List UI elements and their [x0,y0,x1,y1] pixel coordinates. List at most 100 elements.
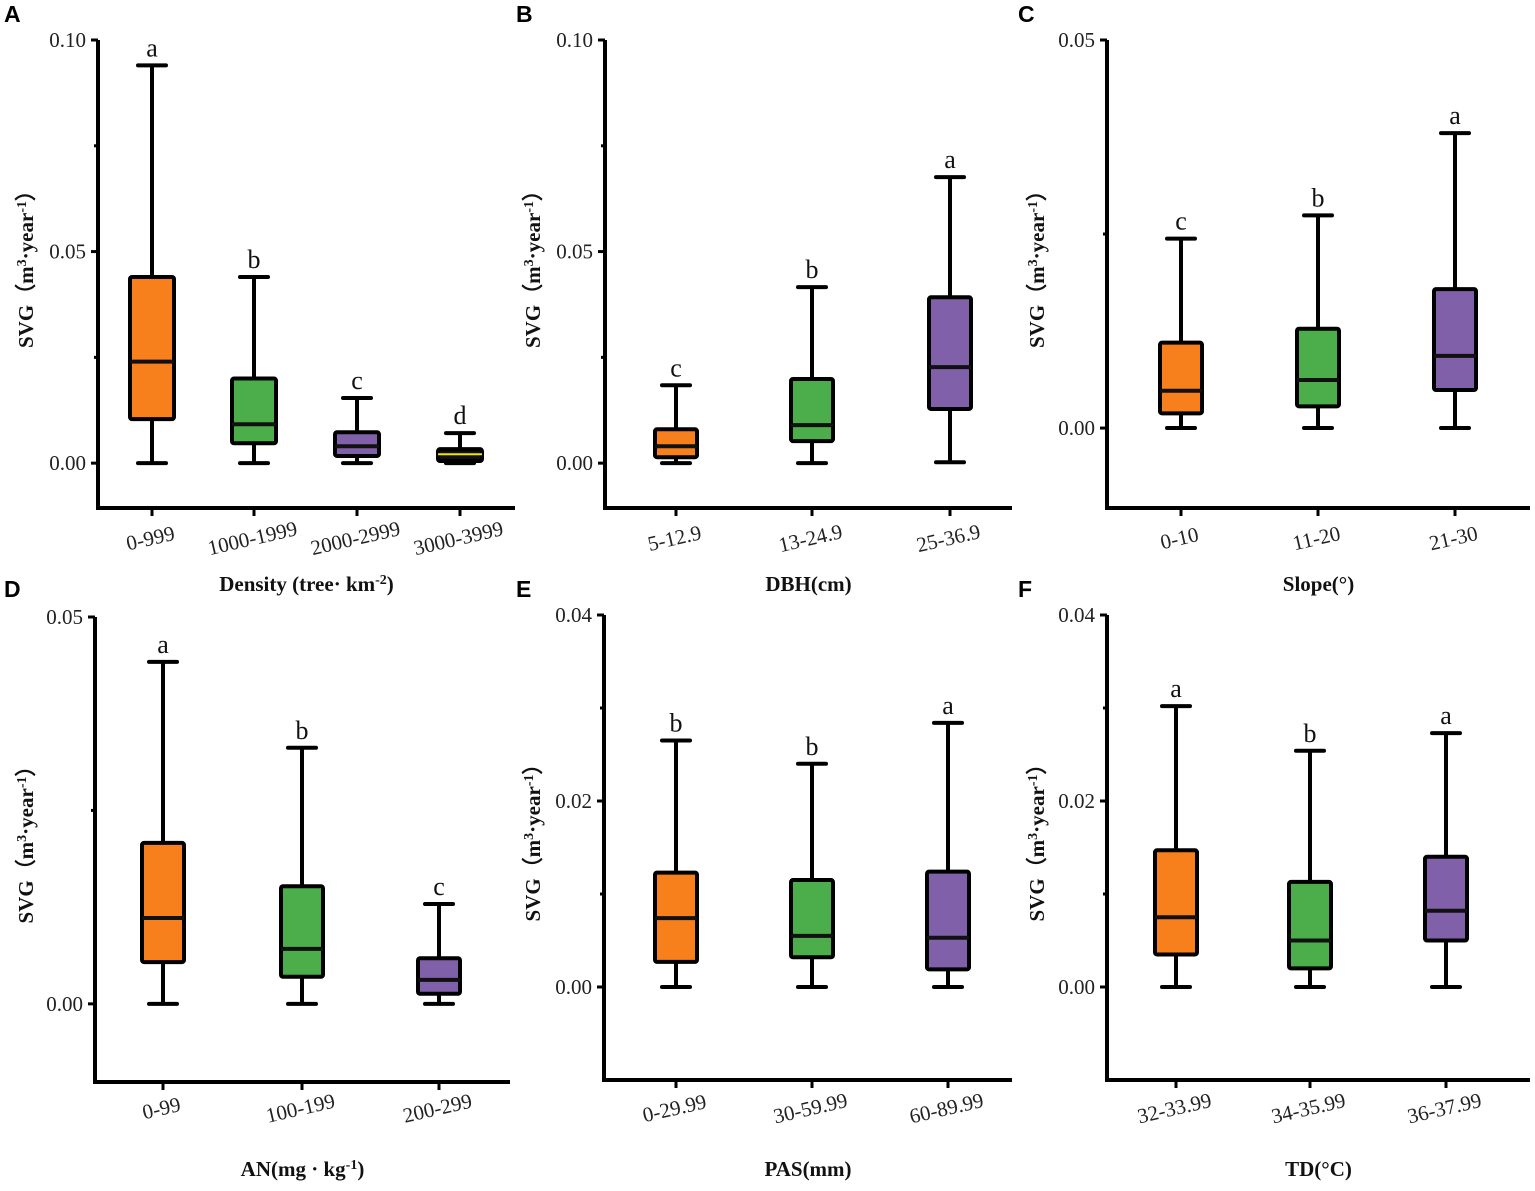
y-tick-label: 0.00 [556,451,593,475]
significance-letter: c [351,366,363,395]
x-tick-label: 1000-1999 [205,516,299,560]
label-segment: ） [14,755,38,776]
significance-letter: c [1175,207,1187,236]
label-segment: SVG（m [14,841,38,923]
label-segment: DBH(cm) [765,572,851,596]
box-iqr [1287,879,1333,971]
y-axis-title: SVG（m3·year-1） [1025,753,1049,921]
significance-letter: b [296,716,309,745]
panel-f: F 0.00 0.02 0.04 SVG（m3·year-1） TD(°C) 32-33.9… [1018,576,1530,1181]
x-tick-label: 36-37.99 [1405,1088,1484,1128]
significance-letter: a [944,145,956,174]
box-iqr [333,430,381,458]
box-iqr [789,376,835,444]
box-0-10: 0-10 c [1158,207,1204,554]
box-iqr [416,956,462,996]
panel-e: E 0.00 0.02 0.04 SVG（m3·year-1） PAS(mm) 0-29.9… [516,576,1012,1181]
superscript: -1 [1026,201,1041,213]
superscript: -1 [15,776,30,788]
superscript: 3 [522,833,537,840]
x-tick-label: 0-29.99 [640,1089,708,1127]
significance-letter: c [433,872,445,901]
significance-letter: c [670,353,682,382]
label-segment: ·year [521,213,545,260]
x-tick-label: 13-24.9 [776,519,844,557]
y-tick-label: 0.00 [46,992,83,1016]
box-iqr [140,840,186,965]
label-segment: SVG（m [1025,266,1049,348]
box-32-33.99: 32-33.99 a [1135,674,1214,1128]
label-segment: Slope(°) [1283,572,1354,596]
significance-letter: b [248,245,261,274]
label-segment: ） [1025,753,1049,774]
y-tick-label: 0.00 [1058,975,1095,999]
y-axis-title: SVG（m3·year-1） [1025,180,1049,348]
box-30-59.99: 30-59.99 b [771,732,850,1129]
x-tick-label: 3000-3999 [411,516,505,560]
label-segment: SVG（m [521,266,545,348]
significance-letter: d [454,401,467,430]
significance-letter: b [806,255,819,284]
significance-letter: a [1449,101,1461,130]
panel-c: C 0.00 0.05 SVG（m3·year-1） Slope(°) 0-10 c 11-2… [1018,1,1530,596]
superscript: 3 [1026,833,1041,840]
x-tick-label: 60-89.99 [907,1088,986,1128]
y-tick-label: 0.04 [555,603,592,627]
label-segment: ) [387,572,394,596]
box-200-299: 200-299 c [401,872,475,1128]
significance-letter: a [146,33,158,62]
significance-letter: b [806,732,819,761]
label-segment: SVG（m [14,266,38,348]
panel-a: A 0.00 0.05 0.10 SVG（m3·year-1） Density (tree… [4,1,515,596]
label-segment: ) [357,1157,364,1181]
label-segment: ·year [521,786,545,833]
box-iqr [1158,340,1204,416]
panel-letter: D [4,576,21,602]
panel-letter: A [4,1,21,27]
significance-letter: a [942,691,954,720]
label-segment: ） [521,753,545,774]
panel-b: B 0.00 0.05 0.10 SVG（m3·year-1） DBH(cm) 5-12.9… [516,1,1012,596]
x-tick-label: 5-12.9 [645,520,703,556]
x-axis-title: AN(mg · kg-1) [241,1157,365,1181]
x-axis-title: DBH(cm) [765,572,851,596]
label-segment: ·year [14,213,38,260]
significance-letter: a [1440,701,1452,730]
box-25-36.9: 25-36.9 a [914,145,982,557]
label-segment: ） [1025,180,1049,201]
x-tick-label: 30-59.99 [771,1088,850,1128]
box-iqr [927,295,973,411]
box-iqr [653,427,699,460]
superscript: -2 [375,573,387,588]
box-iqr [128,274,176,422]
y-axis-title: SVG（m3·year-1） [521,180,545,348]
y-tick-label: 0.05 [556,240,593,264]
x-tick-label: 0-999 [124,521,177,555]
x-axis-title: Density (tree· km-2) [219,572,394,596]
label-segment: ） [521,180,545,201]
panel-letter: C [1018,1,1035,27]
significance-letter: b [670,709,683,738]
superscript: 3 [522,259,537,266]
y-axis-title: SVG（m3·year-1） [14,180,38,348]
label-segment: ） [14,180,38,201]
y-axis-title: SVG（m3·year-1） [521,753,545,921]
x-tick-label: 32-33.99 [1135,1088,1214,1128]
box-iqr [230,376,278,446]
y-tick-label: 0.02 [1058,789,1095,813]
x-tick-label: 0-10 [1158,522,1201,554]
y-tick-label: 0.00 [1058,416,1095,440]
y-tick-label: 0.02 [555,789,592,813]
box-iqr [1423,854,1469,943]
significance-letter: b [1312,183,1325,212]
x-tick-label: 25-36.9 [914,519,982,557]
superscript: -1 [522,774,537,786]
box-iqr [1153,848,1199,957]
y-tick-label: 0.10 [556,28,593,52]
box-3000-3999: 3000-3999 d [411,401,505,560]
label-segment: AN(mg · kg [241,1157,347,1181]
panel-letter: F [1018,576,1032,602]
label-segment: TD(°C) [1285,1157,1352,1181]
superscript: -1 [346,1158,358,1173]
